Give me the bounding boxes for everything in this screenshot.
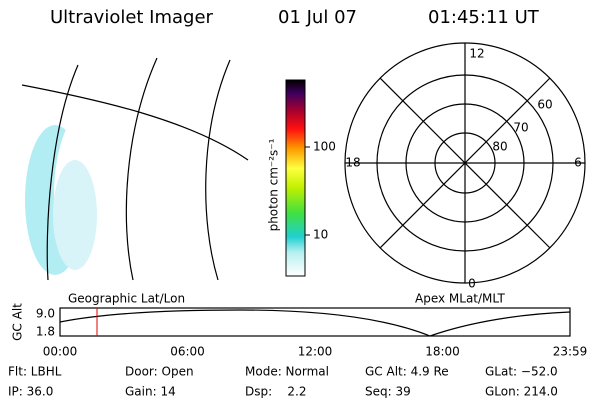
colorbar-label: 100 xyxy=(313,140,336,154)
mlt-label: 12 xyxy=(469,47,484,61)
time-label: 12:00 xyxy=(298,345,333,359)
info-field: Dsp: 2.2 xyxy=(245,385,307,399)
title: Ultraviolet Imager xyxy=(50,7,214,28)
orbit-y-label: 1.8 xyxy=(36,325,55,339)
orbit-y-label: 9.0 xyxy=(36,307,55,321)
info-field: Flt: LBHL xyxy=(8,365,62,379)
info-field: Seq: 39 xyxy=(365,385,411,399)
colorbar-unit: photon cm⁻²s⁻¹ xyxy=(267,138,281,231)
orbit-curve xyxy=(59,309,571,337)
lat-label: 70 xyxy=(513,121,528,135)
colorbar xyxy=(285,79,306,277)
colorbar-label: 10 xyxy=(313,228,328,242)
mlt-label: 0 xyxy=(468,277,476,291)
info-field: Mode: Normal xyxy=(245,365,329,379)
time-label: 00:00 xyxy=(43,345,78,359)
info-field: GLat: −52.0 xyxy=(485,365,558,379)
info-field: GC Alt: 4.9 Re xyxy=(365,365,449,379)
time-label: 06:00 xyxy=(170,345,205,359)
mlt-label: 6 xyxy=(574,156,582,170)
time-label: 18:00 xyxy=(425,345,460,359)
time: 01:45:11 UT xyxy=(428,7,540,28)
lat-label: 80 xyxy=(492,140,507,154)
info-field: Gain: 14 xyxy=(125,385,176,399)
lat-label: 60 xyxy=(537,98,552,112)
orbit-title: Apex MLat/MLT xyxy=(415,292,505,306)
info-field: GLon: 214.0 xyxy=(485,385,558,399)
info-field: IP: 36.0 xyxy=(8,385,53,399)
mlt-label: 18 xyxy=(345,156,360,170)
orbit-title: Geographic Lat/Lon xyxy=(68,292,185,306)
info-field: Door: Open xyxy=(125,365,194,379)
polar-grid xyxy=(344,42,586,284)
date: 01 Jul 07 xyxy=(278,7,357,28)
time-label: 23:59 xyxy=(553,345,588,359)
globe-image xyxy=(21,57,249,285)
orbit-axis-label: GC Alt xyxy=(11,303,25,341)
